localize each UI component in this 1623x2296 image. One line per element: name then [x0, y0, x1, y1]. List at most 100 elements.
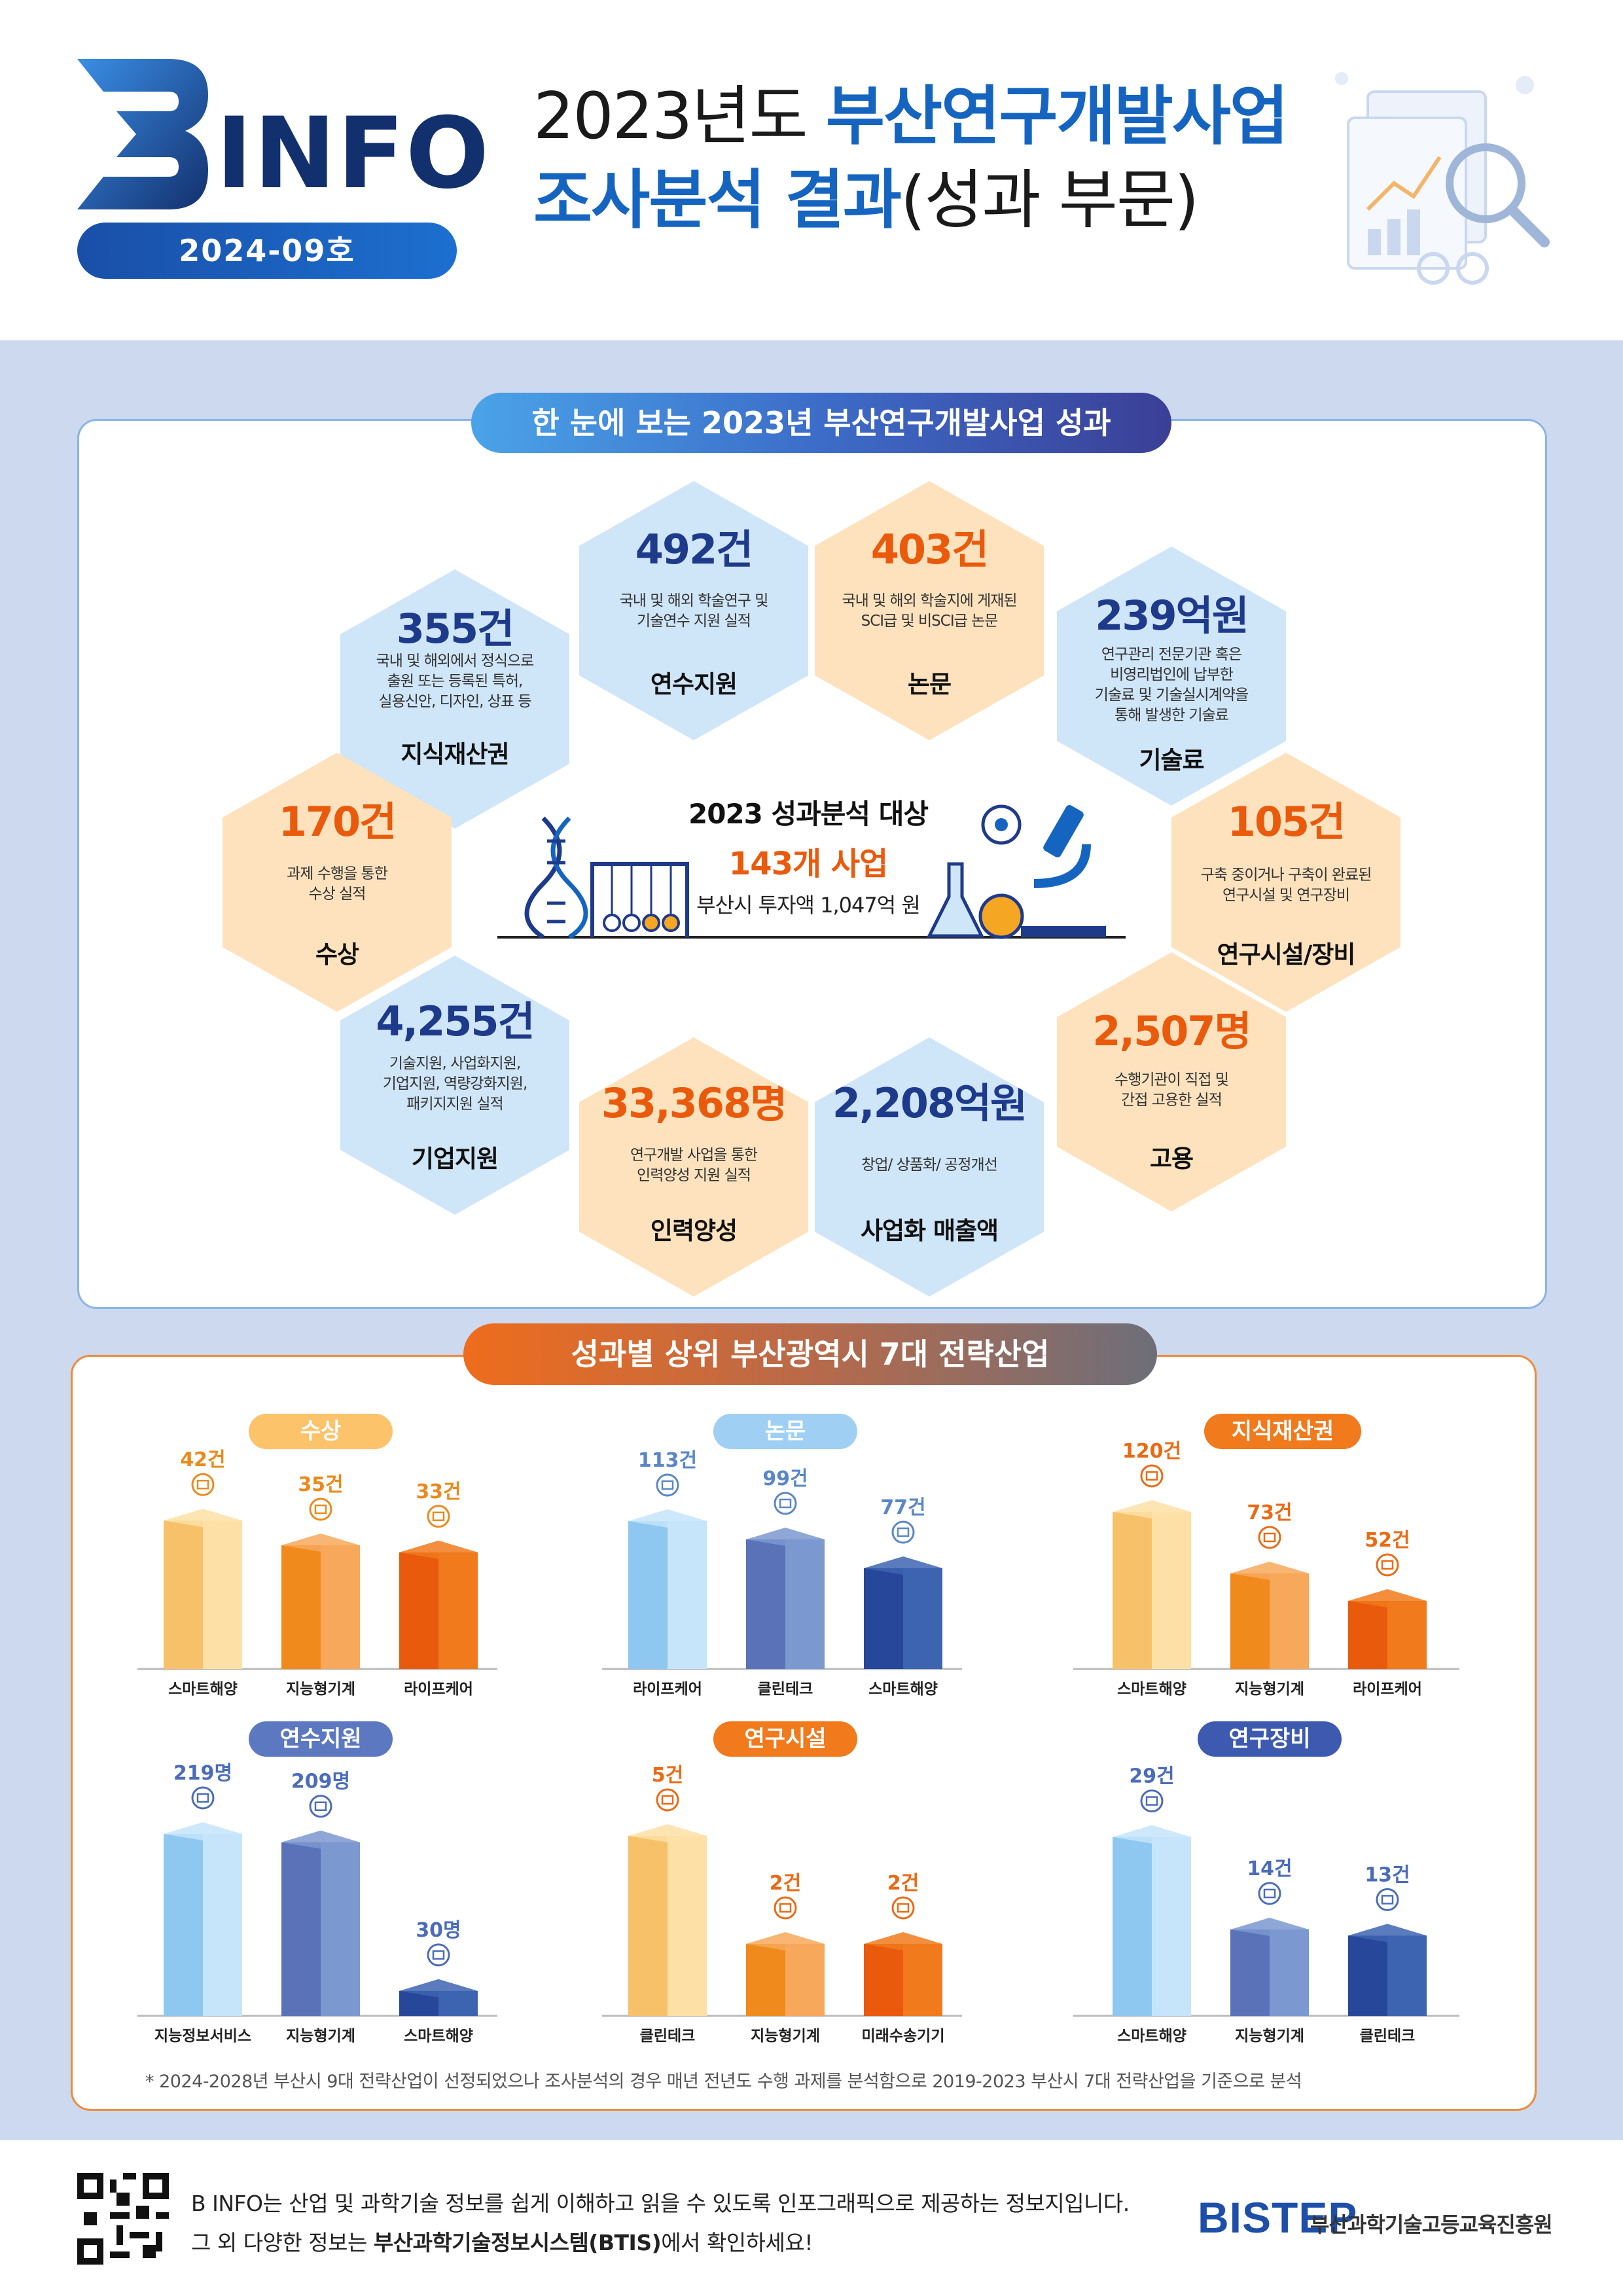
hex-desc: 수행기관이 직접 및 간접 고용한 실적 [1115, 1071, 1229, 1109]
bar-right-face [321, 1842, 360, 2016]
bar-value-label: 14건 [1247, 1857, 1292, 1880]
bar-left-face [864, 1568, 903, 1669]
bar-category-label: 클린테크 [758, 1681, 813, 1698]
industry-icon [1258, 1526, 1281, 1549]
bar-top-face [628, 1824, 707, 1842]
hex-desc: 연구개발 사업을 통한 인력양성 지원 실적 [630, 1147, 758, 1185]
bar-value-label: 13건 [1364, 1863, 1410, 1886]
footer-line2: 그 외 다양한 정보는 부산과학기술정보시스템(BTIS)에서 확인하세요! [191, 2225, 813, 2257]
bar-value-label: 120건 [1122, 1440, 1181, 1463]
bar-top-face [1113, 1825, 1191, 1844]
industry-icon [656, 1788, 679, 1812]
industry-icon-detail [314, 1504, 327, 1515]
research-decoration-icon [1335, 72, 1550, 285]
chart-title-pill [713, 1721, 857, 1757]
bar-value-label: 77건 [880, 1496, 925, 1519]
title-part: 2023년도 [533, 79, 826, 154]
industry-icon-detail [779, 1903, 792, 1913]
hex-desc: 과제 수행을 통한 수상 실적 [287, 865, 388, 903]
bar-left-face [1348, 1935, 1387, 2016]
bar-category-label: 미래수송기기 [862, 2028, 945, 2045]
bar-right-face [903, 1568, 942, 1669]
org-name: 부산과학기술고등교육진흥원 [1310, 2212, 1553, 2237]
industry-icon [656, 1473, 679, 1497]
section2-title: 성과별 상위 부산광역시 7대 전략산업 [463, 1323, 1157, 1385]
bar-top-face [164, 1509, 242, 1528]
bar-category-label: 스마트해양 [404, 2028, 473, 2045]
industry-icon [891, 1520, 915, 1544]
industry-icon-detail [897, 1903, 910, 1913]
bar-value-label: 33건 [416, 1480, 461, 1503]
bar-right-face [668, 1836, 707, 2016]
industry-icon [774, 1896, 797, 1920]
bar-top-face [399, 1979, 478, 1998]
industry-icon [891, 1896, 915, 1920]
bar-right-face [785, 1539, 825, 1669]
bar-left-face [746, 1944, 785, 2016]
hex-value: 2,507명 [1092, 1007, 1251, 1055]
bar-top-face [281, 1534, 360, 1552]
chart-title: 연구시설 [744, 1726, 826, 1752]
bar-value-label: 42건 [180, 1448, 225, 1471]
btis-link[interactable]: 부산과학기술정보시스템(BTIS) [373, 2230, 662, 2255]
bar-left-face [628, 1521, 668, 1669]
bar-left-face [1348, 1601, 1387, 1669]
bar-value-label: 219명 [173, 1762, 232, 1785]
bar-category-label: 스마트해양 [1117, 1681, 1186, 1698]
bar-category-label: 라이프케어 [633, 1681, 702, 1698]
hex-label: 인력양성 [650, 1217, 738, 1245]
bar-right-face [203, 1520, 242, 1669]
industry-icon-detail [432, 1950, 445, 1960]
page-title-line2: 조사분석 결과(성과 부문) [533, 163, 1199, 238]
hex-employment: 2,507명 수행기관이 직접 및 간접 고용한 실적 고용 [1057, 952, 1286, 1211]
industry-icon [427, 1505, 450, 1528]
bar-value-label: 2건 [887, 1872, 919, 1895]
header: INFO 2024-09호 2023년도 부산연구개발사업 조사분석 결과(성과… [0, 0, 1623, 340]
bar-value-label: 99건 [762, 1467, 808, 1490]
hex-value: 492건 [635, 526, 753, 573]
hex-value: 33,368명 [601, 1079, 787, 1127]
footer-text: 에서 확인하세요! [661, 2230, 813, 2255]
bar-top-face [399, 1540, 478, 1559]
bar-value-label: 209명 [291, 1770, 350, 1793]
industry-icon-detail [1145, 1796, 1158, 1806]
bar-right-face [668, 1521, 707, 1669]
bar-left-face [864, 1944, 903, 2016]
title-part-highlight: 조사분석 결과 [533, 163, 902, 238]
hex-value: 239억원 [1095, 592, 1249, 639]
hex-label: 기업지원 [411, 1145, 499, 1173]
bar-right-face [321, 1545, 360, 1669]
chart-title-pill [249, 1721, 393, 1757]
bar-left-face [746, 1539, 785, 1669]
bar-top-face [746, 1932, 825, 1950]
bar-left-face [281, 1842, 321, 2016]
section1-title: 한 눈에 보는 2023년 부산연구개발사업 성과 [471, 393, 1171, 453]
bar-category-label: 라이프케어 [1353, 1681, 1422, 1698]
bar-left-face [164, 1834, 203, 2016]
bar-left-face [1230, 1573, 1270, 1669]
center-investment: 부산시 투자액 1,047억 원 [696, 893, 921, 918]
bar-category-label: 클린테크 [640, 2028, 696, 2045]
industry-icon [1140, 1789, 1164, 1813]
hex-desc: 국내 및 해외 학술연구 및 기술연수 지원 실적 [619, 592, 769, 630]
bar-value-label: 5건 [652, 1764, 683, 1787]
industry-icon-detail [1381, 1560, 1394, 1570]
qr-code-icon[interactable] [77, 2173, 169, 2265]
hex-label: 연수지원 [650, 670, 738, 698]
footer-text: 그 외 다양한 정보는 [191, 2230, 374, 2255]
bar-value-label: 29건 [1129, 1765, 1174, 1788]
hex-label: 논문 [907, 670, 952, 698]
bar-right-face [1270, 1929, 1309, 2016]
bar-right-face [1152, 1837, 1191, 2016]
